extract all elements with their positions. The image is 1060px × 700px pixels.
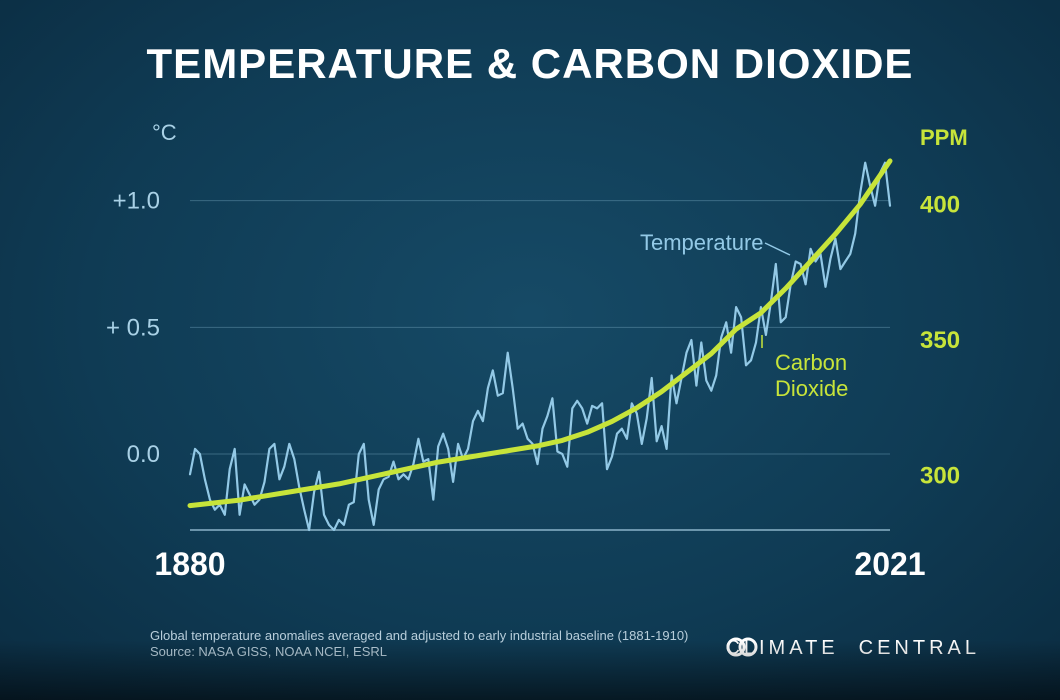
- chart-stage: TEMPERATURE & CARBON DIOXIDE 0.0+ 0.5+1.…: [0, 0, 1060, 700]
- co2-label: CarbonDioxide: [775, 350, 848, 401]
- y-right-tick-label: 350: [920, 327, 960, 354]
- footnote-line2: Source: NASA GISS, NOAA NCEI, ESRL: [150, 644, 688, 660]
- y-left-tick-label: + 0.5: [106, 314, 160, 341]
- y-right-axis-label: PPM: [920, 125, 968, 150]
- x-tick-label: 2021: [854, 546, 925, 582]
- y-left-axis-label: °C: [152, 120, 177, 145]
- y-left-tick-label: 0.0: [127, 441, 160, 468]
- y-right-tick-label: 400: [920, 191, 960, 218]
- y-right-tick-label: 300: [920, 463, 960, 490]
- temperature-callout: [765, 243, 790, 255]
- footnote: Global temperature anomalies averaged an…: [150, 628, 688, 661]
- footnote-line1: Global temperature anomalies averaged an…: [150, 628, 688, 644]
- temperature-label: Temperature: [640, 230, 764, 255]
- chart-svg: 0.0 + 0.5 +1.0 300 350 400 °C PPM 1880 2021 Temper…: [0, 0, 1060, 700]
- brand: CLIMATE CENTRAL: [725, 637, 980, 660]
- y-left-tick-label: +1.0: [113, 188, 160, 215]
- brand-right: CENTRAL: [859, 637, 980, 660]
- x-tick-label: 1880: [154, 546, 225, 582]
- temperature-series: [190, 163, 890, 530]
